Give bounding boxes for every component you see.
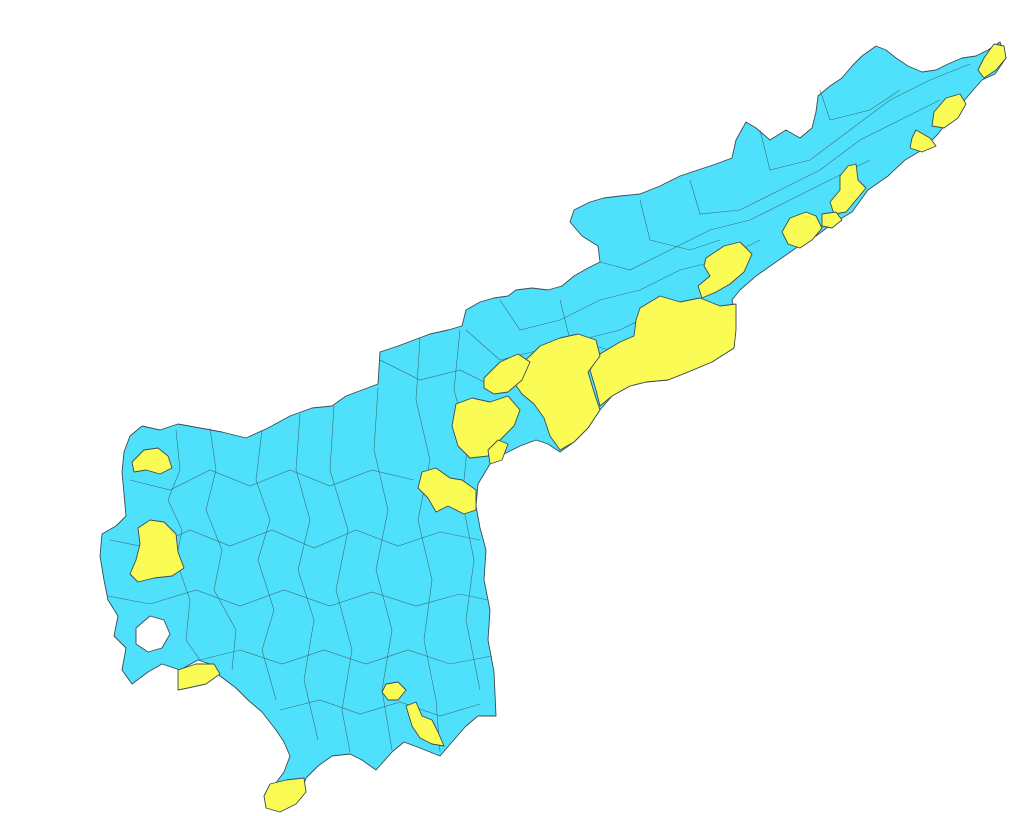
highlight-region-northeast-coast bbox=[931, 93, 967, 129]
highlight-region-prakasam bbox=[417, 467, 477, 515]
highlight-region-west-north bbox=[131, 447, 173, 475]
highlight-region-east-godavari-main bbox=[589, 295, 737, 407]
state-enclave-white bbox=[135, 615, 171, 653]
highlighted-regions bbox=[129, 43, 1007, 813]
highlight-region-northeast-tip bbox=[977, 43, 1007, 79]
highlight-region-nellore-a bbox=[381, 681, 407, 701]
highlight-region-chittoor bbox=[263, 777, 307, 813]
highlight-region-east-godavari-a bbox=[697, 241, 753, 299]
highlight-region-anantapur bbox=[177, 663, 221, 691]
highlight-region-visakhapatnam-b bbox=[781, 211, 823, 249]
highlight-region-visakhapatnam-a bbox=[829, 163, 867, 215]
highlight-region-guntur-coast bbox=[487, 439, 509, 465]
highlight-region-guntur bbox=[451, 395, 521, 459]
highlight-region-nellore-b bbox=[405, 701, 445, 747]
highlight-region-coastal-c bbox=[821, 211, 843, 229]
highlight-region-kurnool bbox=[129, 519, 185, 583]
highlight-region-krishna-b bbox=[483, 353, 531, 395]
highlight-region-coastal-strip bbox=[909, 129, 937, 153]
